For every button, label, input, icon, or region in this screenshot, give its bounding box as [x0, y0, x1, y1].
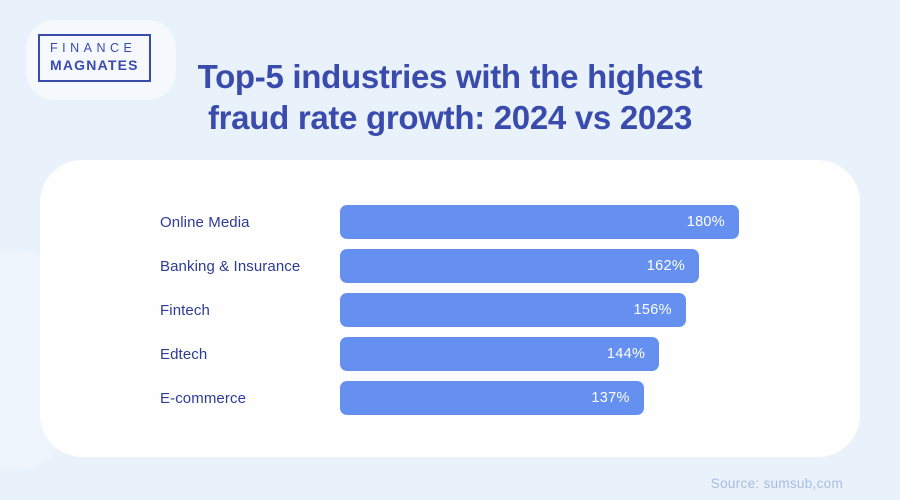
chart-row: Edtech 144% — [40, 337, 860, 371]
value-label: 156% — [633, 302, 672, 318]
category-label: Fintech — [160, 301, 210, 319]
category-label: Online Media — [160, 213, 250, 231]
bar-chart: Online Media 180% Banking & Insurance 162% F… — [40, 205, 860, 425]
value-label: 137% — [591, 390, 630, 406]
chart-card: Online Media 180% Banking & Insurance 162% F… — [40, 160, 860, 457]
bar-track: 162% — [340, 249, 739, 283]
category-label: Edtech — [160, 345, 208, 363]
value-label: 162% — [646, 258, 686, 274]
page-title-line2: fraud rate growth: 2024 vs 2023 — [207, 99, 693, 136]
bar: 156% — [340, 293, 686, 327]
page-title: Top-5 industries with the highest fraud … — [0, 56, 900, 138]
bar: 180% — [340, 205, 739, 239]
finance-magnates-logo: FINANCE MAGNATES — [38, 34, 151, 83]
bar-track: 180% — [340, 205, 739, 239]
logo-line2: MAGNATES — [50, 56, 139, 73]
bar-track: 156% — [340, 293, 739, 327]
value-label: 144% — [606, 346, 646, 362]
chart-row: E-commerce 137% — [40, 381, 860, 415]
logo-line1: FINANCE — [50, 41, 137, 55]
bar-track: 144% — [340, 337, 739, 371]
bar: 144% — [340, 337, 660, 371]
bar: 162% — [340, 249, 700, 283]
page-title-line1: Top-5 industries with the highest — [197, 58, 703, 95]
category-label: E-commerce — [160, 389, 247, 407]
bar-track: 137% — [340, 381, 739, 415]
source-attribution: Source: sumsub,com — [710, 476, 843, 491]
chart-row: Banking & Insurance 162% — [40, 249, 860, 283]
value-label: 180% — [686, 214, 725, 230]
category-label: Banking & Insurance — [160, 257, 301, 275]
chart-row: Fintech 156% — [40, 293, 860, 327]
bar: 137% — [340, 381, 644, 415]
chart-row: Online Media 180% — [40, 205, 860, 239]
